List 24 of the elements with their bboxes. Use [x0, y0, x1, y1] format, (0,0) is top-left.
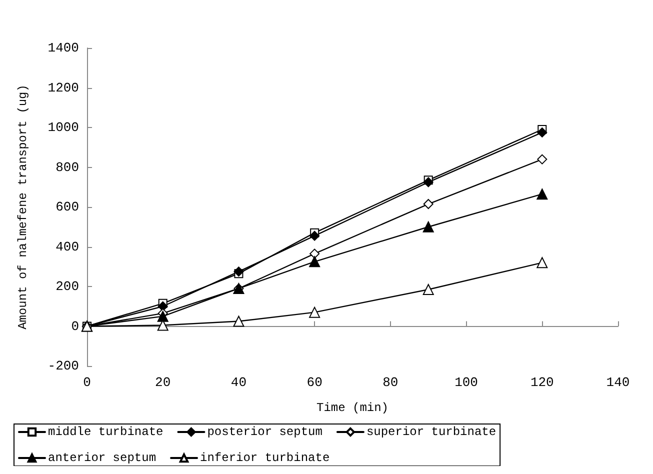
y-tick-label: 1000 — [48, 120, 79, 135]
legend-label: anterior septum — [48, 451, 156, 465]
x-tick-label: 80 — [382, 375, 398, 390]
y-tick-label: -200 — [48, 358, 79, 374]
x-tick-label: 0 — [83, 375, 91, 390]
y-tick-label: 200 — [56, 279, 79, 294]
legend-label: middle turbinate — [48, 425, 164, 439]
x-tick-label: 120 — [530, 375, 554, 390]
x-tick-label: 20 — [155, 375, 171, 390]
y-axis-title: Amount of nalmefene transport (ug) — [16, 84, 30, 330]
y-tick-label: 0 — [71, 318, 79, 334]
y-tick-label: 400 — [56, 239, 79, 254]
y-tick-label: 600 — [56, 200, 79, 214]
x-tick-label: 100 — [454, 375, 478, 390]
x-tick-label: 140 — [606, 375, 630, 390]
x-tick-label: 40 — [230, 375, 247, 390]
y-tick-label: 1400 — [48, 40, 79, 56]
y-tick-label: 1200 — [48, 80, 79, 96]
y-tick-label: 800 — [56, 160, 79, 175]
legend-label: superior turbinate — [366, 425, 496, 439]
x-tick-label: 60 — [306, 375, 322, 390]
legend-label: posterior septum — [207, 425, 322, 439]
x-axis-title: Time (min) — [316, 401, 389, 415]
legend-label: inferior turbinate — [200, 451, 330, 465]
